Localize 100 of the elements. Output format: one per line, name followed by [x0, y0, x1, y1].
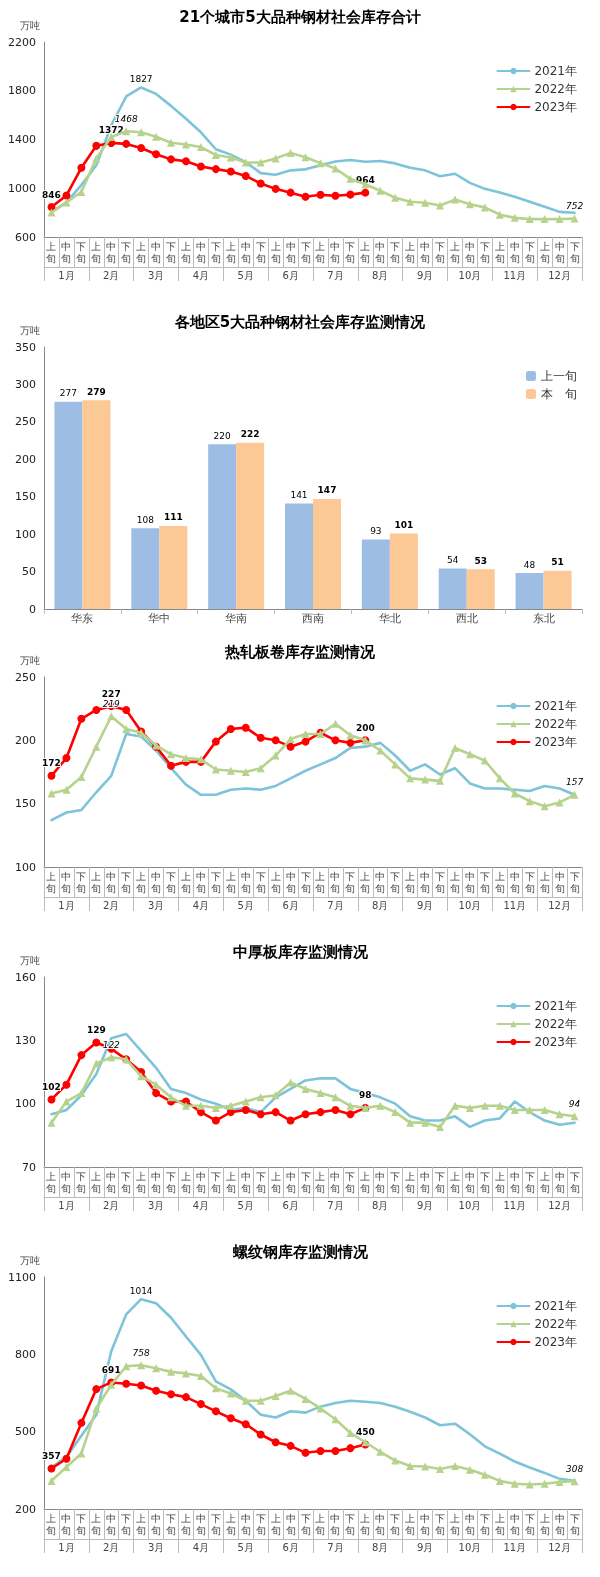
point	[211, 1103, 220, 1112]
y-tick-label: 800	[15, 1347, 36, 1361]
text: 6月	[282, 1199, 299, 1211]
x-tick-label: 中旬	[330, 1512, 341, 1536]
point	[152, 132, 161, 141]
x-tick-label: 下旬	[121, 1512, 132, 1536]
x-tick-label: 下旬	[210, 1170, 221, 1194]
x-tick-label: 上旬	[136, 1512, 147, 1536]
point	[62, 1080, 71, 1089]
text: 3月	[147, 1199, 165, 1211]
y-tick-label: 600	[15, 230, 36, 244]
x-tick-label: 下旬	[300, 1512, 311, 1536]
point	[271, 751, 280, 760]
text: 3月	[147, 899, 165, 911]
point	[480, 756, 489, 765]
x-tick-label: 下旬	[345, 240, 356, 264]
text: 6月	[282, 899, 299, 911]
x-tick-label: 中旬	[285, 240, 296, 264]
y-tick-label: 250	[15, 415, 36, 429]
point	[346, 190, 355, 199]
x-tick-label: 上旬	[405, 1512, 416, 1536]
x-tick-label: 上旬	[539, 1170, 550, 1194]
x-tick-label: 中旬	[106, 870, 117, 894]
x-tick-label: 上旬	[136, 240, 147, 264]
x-tick-label: 下旬	[435, 1170, 446, 1194]
data-label: 93	[370, 525, 382, 536]
bar	[236, 442, 265, 609]
x-tick-label: 下旬	[76, 1512, 87, 1536]
x-tick-label: 上旬	[180, 1512, 191, 1536]
point	[316, 190, 325, 199]
point	[92, 705, 101, 714]
legend-label: 2023年	[534, 735, 578, 749]
point	[286, 1386, 295, 1395]
point	[301, 1110, 310, 1119]
point	[301, 192, 310, 201]
point	[122, 705, 131, 714]
point	[241, 158, 250, 167]
x-tick-label: 中旬	[509, 240, 520, 264]
text: 8月	[372, 899, 389, 911]
x-tick-label: 中旬	[151, 240, 162, 264]
x-tick-label: 中旬	[420, 870, 431, 894]
x-tick-label: 下旬	[76, 870, 87, 894]
point	[137, 1072, 146, 1081]
point	[525, 1480, 534, 1489]
point	[331, 719, 340, 728]
x-tick-label: 中旬	[106, 1512, 117, 1536]
text: 8月	[372, 1199, 389, 1211]
x-tick-label: 上旬	[539, 870, 550, 894]
x-tick-label: 上旬	[46, 240, 57, 264]
bar	[285, 503, 313, 609]
point	[495, 1476, 504, 1485]
x-tick-label: 中旬	[61, 1170, 72, 1194]
data-label: 141	[290, 489, 308, 500]
x-tick-label: 中旬	[285, 1512, 296, 1536]
point	[181, 1369, 190, 1378]
point	[256, 158, 265, 167]
point	[555, 1110, 564, 1119]
point	[540, 1479, 549, 1488]
point	[286, 188, 295, 197]
x-tick-label: 下旬	[166, 1170, 177, 1194]
x-tick-label: 华东	[71, 611, 94, 625]
x-tick-label: 上旬	[225, 240, 236, 264]
x-tick-label: 下旬	[479, 1512, 490, 1536]
text: 6月	[282, 269, 299, 281]
text: 10月	[458, 269, 482, 281]
y-tick-label: 500	[15, 1425, 36, 1439]
x-tick-label: 上旬	[225, 1512, 236, 1536]
y-axis-title: 万吨	[20, 654, 40, 666]
x-tick-label: 上旬	[180, 1170, 191, 1194]
point	[286, 149, 295, 158]
x-tick-label: 下旬	[345, 1170, 356, 1194]
point	[421, 198, 430, 207]
legend-label: 2023年	[534, 1035, 578, 1049]
y-tick-label: 50	[22, 565, 36, 579]
point	[540, 802, 549, 811]
point	[391, 193, 400, 202]
x-tick-label: 上旬	[494, 870, 505, 894]
text: 4月	[192, 899, 210, 911]
y-tick-label: 100	[15, 1097, 36, 1111]
y-axis-title: 万吨	[20, 19, 40, 31]
point	[301, 1084, 310, 1093]
point	[77, 163, 86, 172]
data-label: 53	[474, 555, 487, 566]
x-tick-label: 西南	[302, 611, 324, 625]
x-tick-label: 西北	[455, 611, 478, 625]
legend-label: 2021年	[534, 64, 578, 78]
x-tick-label: 上旬	[270, 870, 281, 894]
data-label: 157	[565, 777, 584, 788]
point	[316, 1089, 325, 1098]
x-tick-label: 上旬	[225, 1170, 236, 1194]
x-tick-label: 上旬	[360, 1512, 371, 1536]
bar	[131, 528, 160, 609]
point	[510, 789, 519, 798]
data-label: 277	[59, 388, 78, 399]
point	[92, 1059, 101, 1068]
text: 11月	[503, 899, 527, 911]
text: 12月	[548, 269, 571, 281]
data-label: 48	[523, 559, 536, 570]
x-tick-label: 下旬	[390, 1170, 401, 1194]
y-tick-label: 1400	[8, 133, 36, 146]
